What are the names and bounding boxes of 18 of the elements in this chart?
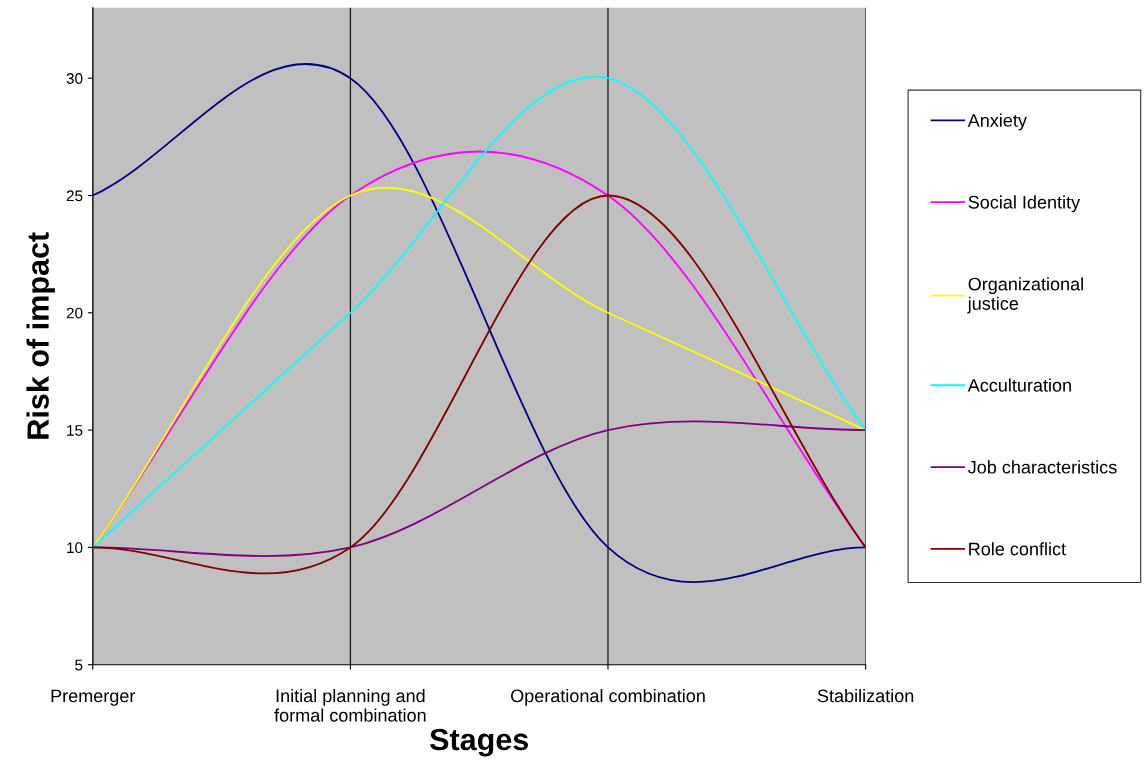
x-tick-label: Operational combination [511,689,705,706]
legend-label: Acculturation [967,378,1071,392]
legend-label: Job characteristics [967,460,1117,474]
x-axis-title: Stages [429,728,529,757]
y-tick-label: 15 [67,425,83,436]
y-tick-label: 30 [66,73,83,84]
y-tick-label: 20 [66,307,83,319]
y-axis-title: Risk of impact [26,232,55,439]
x-tick-label: Stabilization [817,689,914,703]
x-tick-label: Initial planning and formal combination [274,689,426,722]
y-tick-label: 25 [66,190,83,202]
legend-label: Role conflict [969,542,1066,556]
legend-label: Organizational justice [967,277,1083,314]
legend-label: Social Identity [968,195,1081,213]
x-tick-label: Premerger [51,689,136,706]
y-tick-label: 10 [67,542,83,554]
legend-label: Anxiety [967,113,1027,131]
y-tick-label: 5 [75,659,83,671]
